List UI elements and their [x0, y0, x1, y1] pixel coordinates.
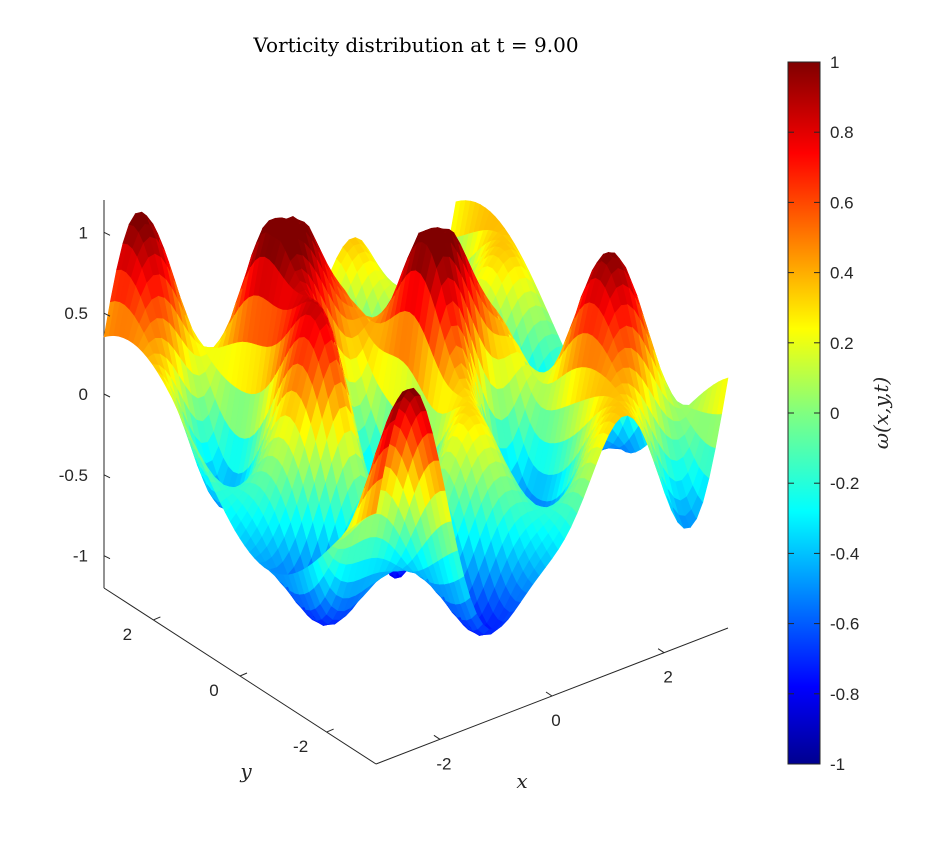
- x-ticks: -2 0 2: [433, 648, 673, 773]
- colorbar-tick-label: -1: [830, 755, 845, 774]
- y-tick-mark: [153, 616, 161, 621]
- colorbar-tick-label: 1: [830, 53, 839, 72]
- colorbar-tick-label: 0.8: [830, 123, 854, 142]
- z-tick-label: -0.5: [59, 466, 88, 485]
- colorbar-tick-label: 0.4: [830, 264, 854, 283]
- colorbar-tick-label: -0.8: [830, 685, 859, 704]
- y-tick-label: 0: [209, 681, 218, 700]
- y-tick-label: -2: [293, 737, 308, 756]
- colorbar-tick-label: 0: [830, 404, 839, 423]
- y-ticks: -2 0 2: [123, 616, 334, 756]
- colorbar-tick-label: -0.4: [830, 544, 859, 563]
- x-tick-mark: [545, 691, 553, 697]
- colorbar-tick-label: -0.2: [830, 474, 859, 493]
- colorbar-label: ω(x,y,t): [869, 377, 893, 450]
- z-tick-mark: [103, 555, 111, 560]
- y-tick-mark: [239, 672, 248, 677]
- x-tick-mark: [433, 734, 441, 740]
- colorbar-tick-label: 0.6: [830, 193, 854, 212]
- x-tick-label: -2: [436, 754, 451, 773]
- z-tick-label: 1: [79, 223, 88, 242]
- vorticity-surface: [103, 200, 729, 636]
- colorbar-tick-label: 0.2: [830, 334, 854, 353]
- z-tick-label: 0.5: [64, 304, 88, 323]
- chart-title: Vorticity distribution at t = 9.00: [252, 33, 578, 57]
- y-tick-mark: [326, 728, 334, 733]
- x-tick-mark: [657, 648, 665, 654]
- z-ticks: -1 -0.5 0 0.5 1: [59, 223, 111, 566]
- z-tick-mark: [103, 393, 111, 398]
- colorbar: -1 -0.8 -0.6 -0.4 -0.2 0 0.2 0.4 0.6 0.8 1 ω(x,y,t…: [787, 53, 893, 774]
- x-tick-label: 2: [663, 668, 672, 687]
- y-axis-label: y: [239, 759, 252, 783]
- surface-patch: [716, 377, 729, 415]
- z-tick-mark: [103, 231, 111, 236]
- y-tick-label: 2: [123, 625, 132, 644]
- colorbar-ticks: -1 -0.8 -0.6 -0.4 -0.2 0 0.2 0.4 0.6 0.8 1: [788, 53, 859, 774]
- x-tick-label: 0: [551, 711, 560, 730]
- z-tick-label: 0: [79, 385, 88, 404]
- z-tick-label: -1: [73, 547, 88, 566]
- z-tick-mark: [103, 312, 111, 317]
- x-axis-label: x: [516, 769, 527, 793]
- colorbar-tick-label: -0.6: [830, 615, 859, 634]
- z-tick-mark: [103, 474, 111, 479]
